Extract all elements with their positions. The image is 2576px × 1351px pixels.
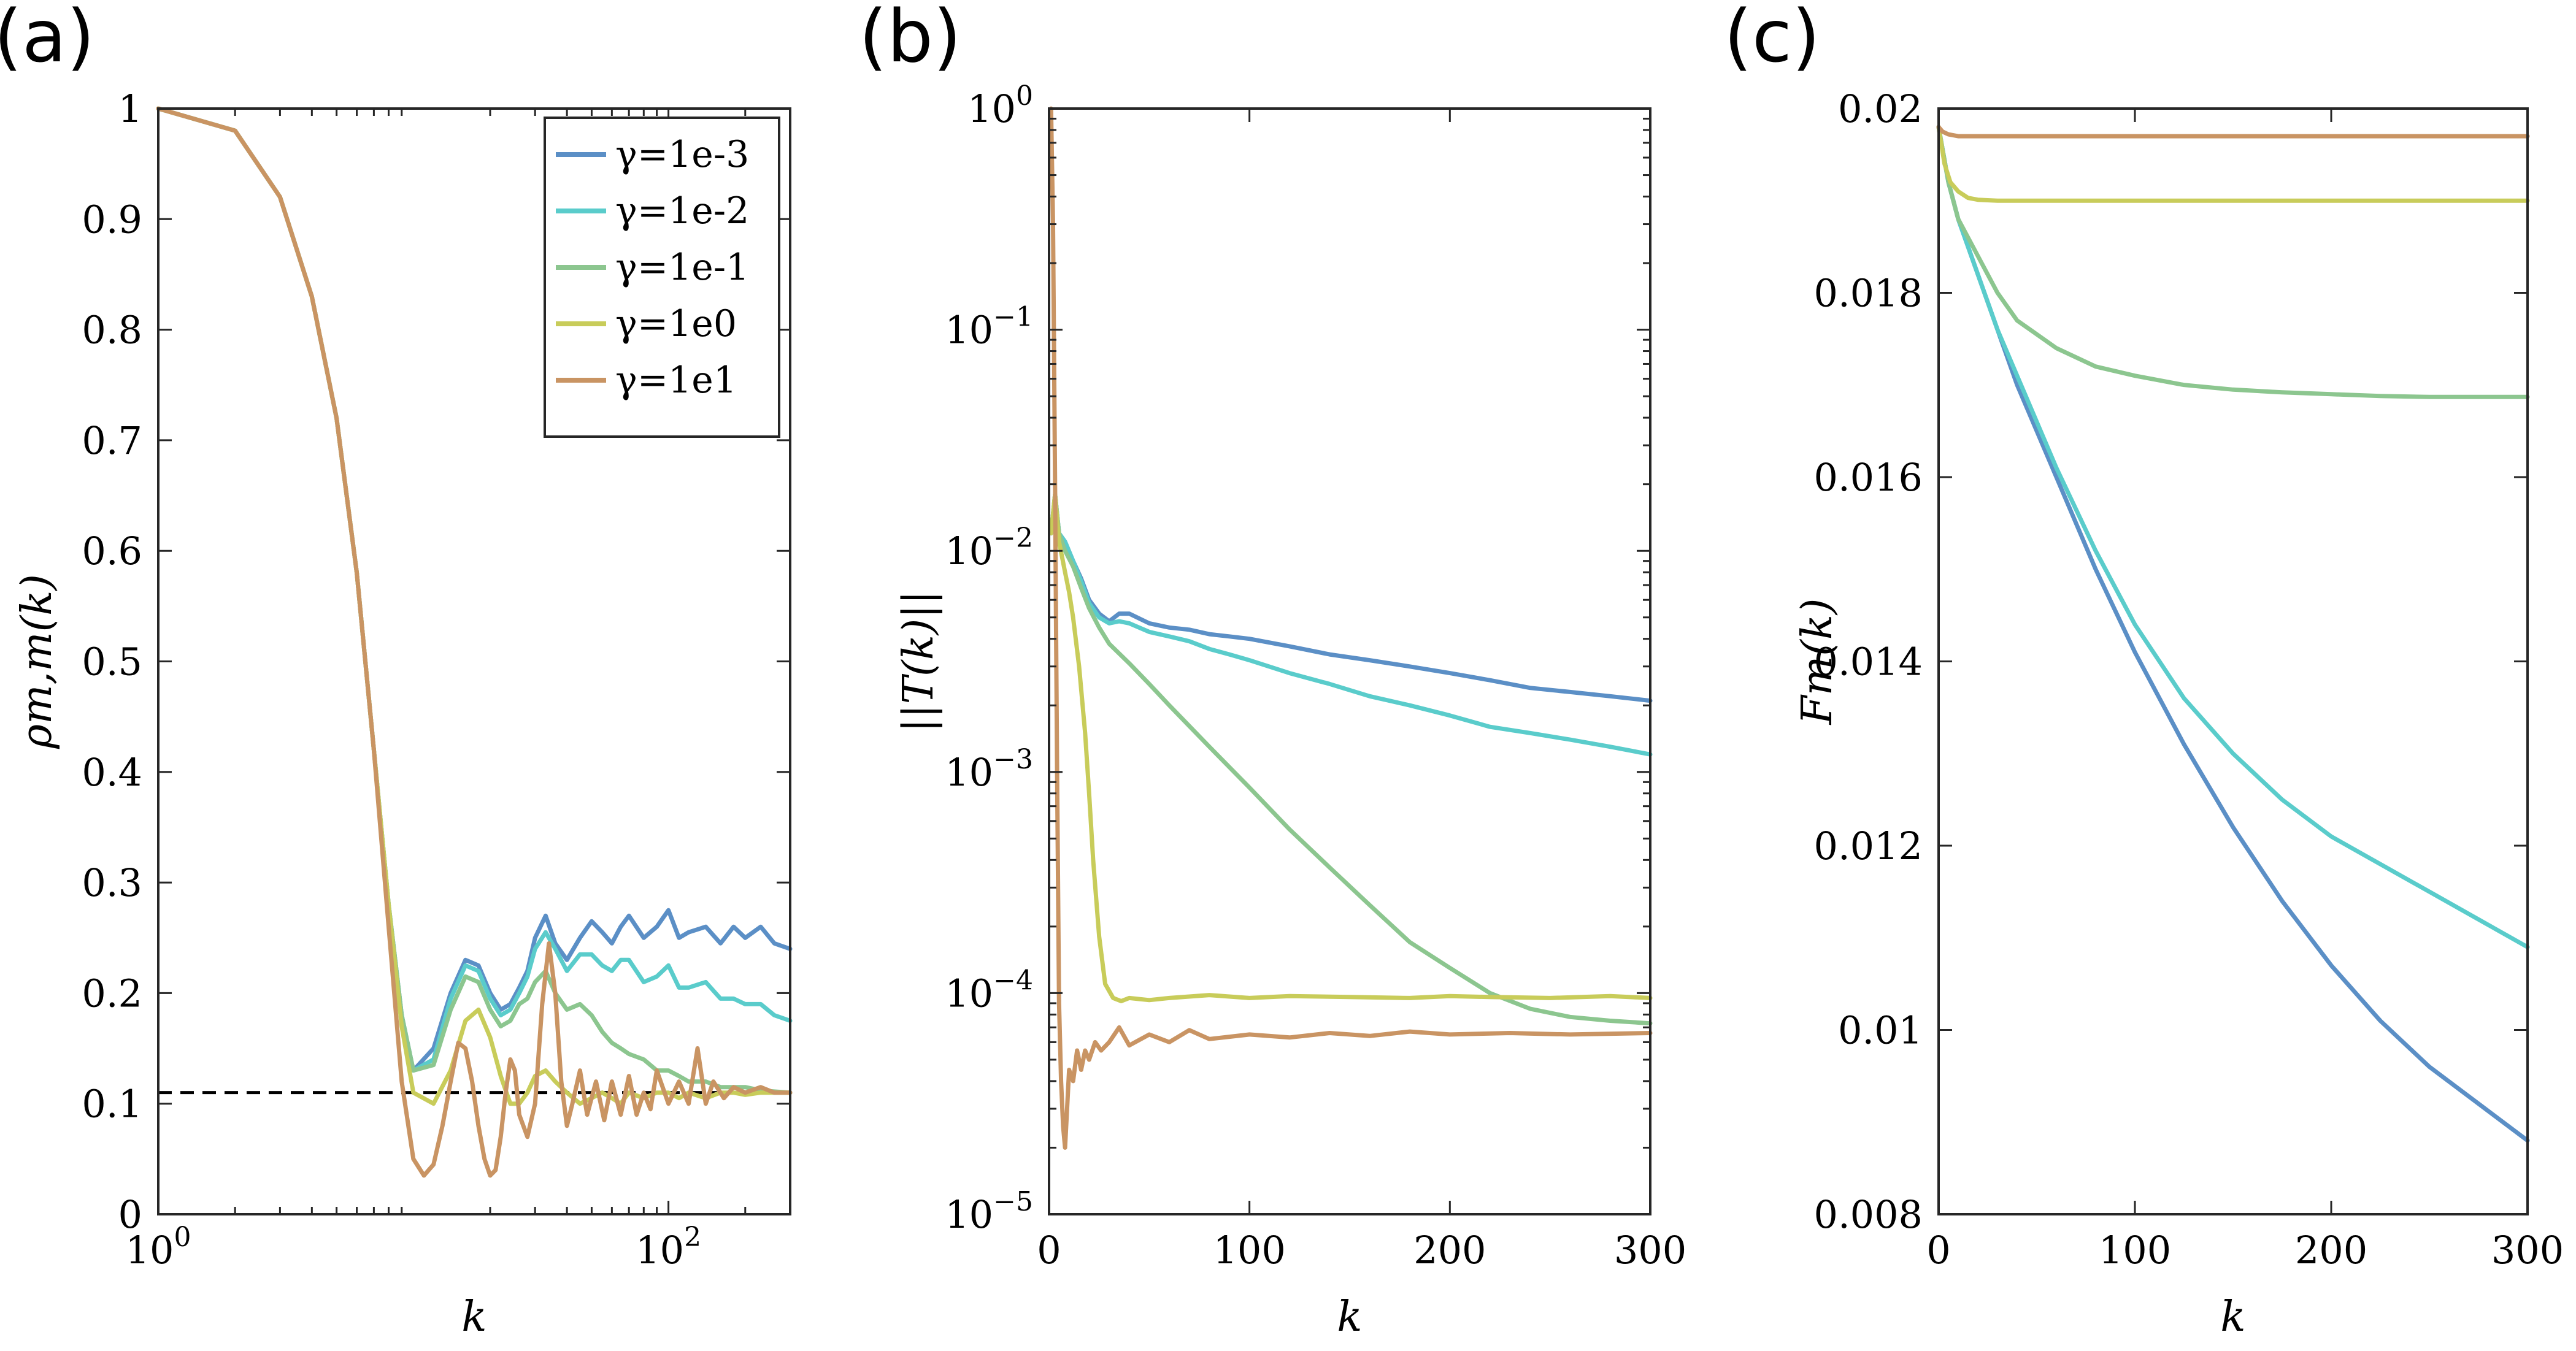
y-tick-label: 0.5 (82, 640, 142, 684)
y-tick-label: 0.01 (1838, 1008, 1923, 1053)
y-tick-label: 10−2 (945, 522, 1033, 573)
x-tick-label: 300 (1614, 1228, 1686, 1273)
x-tick-label: 100 (126, 1222, 191, 1273)
panel-b-label: (b) (859, 0, 961, 78)
y-tick-label: 0.9 (82, 197, 142, 242)
legend-label: γ=1e1 (615, 359, 737, 402)
x-tick-label: 100 (2099, 1228, 2171, 1273)
y-tick-label: 10−1 (945, 302, 1033, 353)
y-tick-label: 0.014 (1814, 640, 1923, 684)
panel-c-label: (c) (1724, 0, 1820, 78)
y-tick-label: 0.018 (1814, 271, 1923, 316)
legend-label: γ=1e-1 (615, 246, 749, 289)
y-tick-label: 0.008 (1814, 1192, 1923, 1237)
y-tick-label: 1 (118, 86, 142, 131)
series-line-1e1 (1936, 124, 2530, 139)
plot-frame (1048, 107, 1651, 1215)
series-line-1e1 (1048, 106, 1653, 1150)
y-tick-label: 0.7 (82, 418, 142, 463)
y-tick-label: 0.6 (82, 529, 142, 573)
plot-frame (1937, 107, 2529, 1215)
legend-label: γ=1e-2 (615, 189, 749, 232)
panel-c-ylabel: Fm(k) (1793, 599, 1842, 726)
series-line-1e3 (1936, 124, 2530, 1143)
ylabel-text: ||T(k)|| (894, 591, 943, 732)
y-tick-label: 10−3 (945, 744, 1033, 795)
y-tick-label: 0.1 (82, 1082, 142, 1127)
y-tick-label: 100 (967, 80, 1033, 131)
y-tick-label: 0.02 (1838, 86, 1923, 131)
ylabel-text: ρm,m(k) (13, 574, 61, 749)
y-tick-label: 0.012 (1814, 824, 1923, 868)
x-tick-label: 200 (2295, 1228, 2367, 1273)
y-tick-label: 0 (118, 1192, 142, 1237)
y-tick-label: 0.4 (82, 750, 142, 795)
panel-c-xlabel: k (2220, 1293, 2245, 1341)
y-tick-label: 0.016 (1814, 455, 1923, 500)
legend-label: γ=1e-3 (615, 133, 749, 176)
x-tick-label: 0 (1037, 1228, 1061, 1273)
series-line-1e1 (1936, 124, 2530, 399)
panel-c: (c) 0.008 0.01 0.012 0.014 0.016 0.018 0.02 0 10… (1724, 0, 2564, 1341)
x-tick-label: 102 (636, 1222, 701, 1273)
series-line-1e1 (156, 106, 793, 1178)
x-tick-label: 200 (1413, 1228, 1486, 1273)
series-line-1e2 (1936, 124, 2530, 949)
panel-a-xlabel: k (461, 1293, 486, 1341)
y-tick-label: 10−4 (945, 965, 1033, 1016)
legend-box (544, 117, 780, 438)
series-line-1e2 (1048, 492, 1653, 757)
y-tick-label: 0.3 (82, 860, 142, 905)
series-line-1e0 (1936, 124, 2530, 203)
series-line-1e3 (1048, 492, 1653, 703)
panel-b-xlabel: k (1337, 1293, 1362, 1341)
x-tick-label: 300 (2491, 1228, 2564, 1273)
panel-a-label: (a) (0, 0, 94, 78)
legend-label: γ=1e0 (615, 302, 737, 345)
panel-b-ylabel: ||T(k)|| (894, 591, 943, 732)
y-tick-label: 10−5 (945, 1186, 1033, 1237)
ylabel-text: Fm(k) (1793, 599, 1842, 726)
y-tick-label: 0.8 (82, 308, 142, 353)
x-tick-label: 0 (1926, 1228, 1950, 1273)
series-line-1e1 (1048, 492, 1653, 1026)
panel-a-ylabel: ρm,m(k) (13, 574, 61, 749)
y-tick-label: 0.2 (82, 971, 142, 1016)
series-line-1e0 (1048, 492, 1653, 1003)
x-tick-label: 100 (1213, 1228, 1285, 1273)
